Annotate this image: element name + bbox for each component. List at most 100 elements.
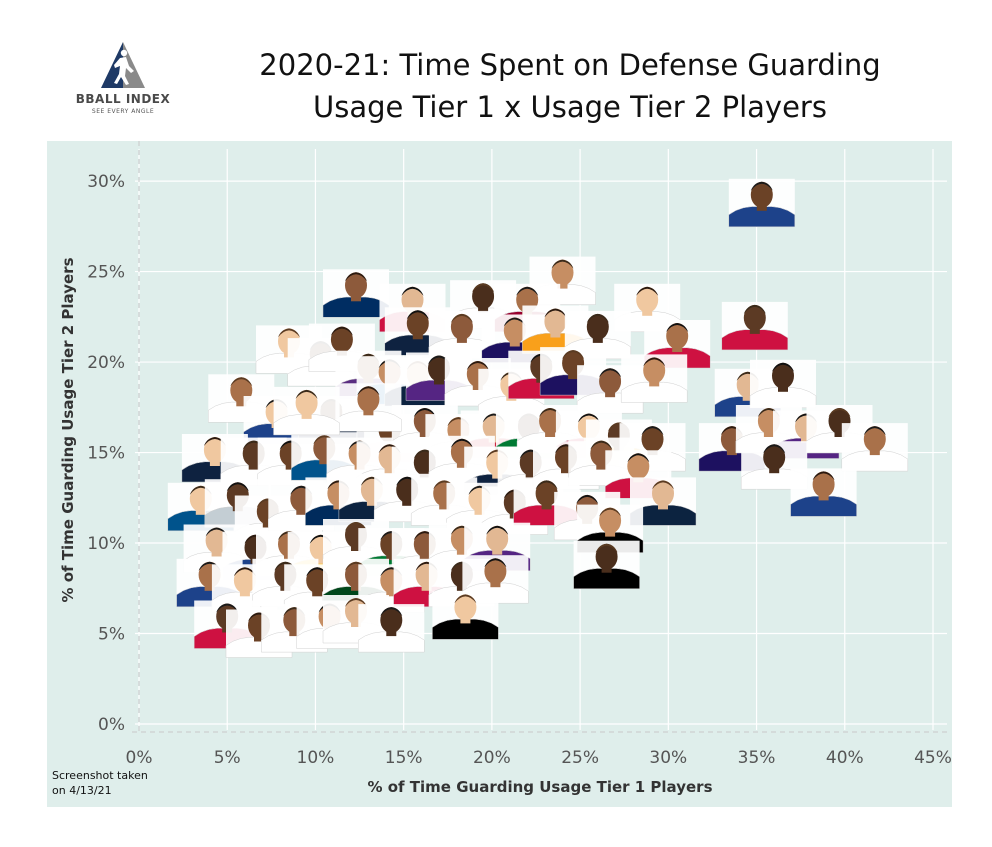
player-point [432, 591, 499, 640]
player-head [503, 317, 526, 344]
y-tick-label: 15% [87, 444, 125, 464]
player-hair [216, 603, 239, 613]
player-head [544, 308, 567, 335]
player-hair [535, 480, 558, 490]
x-tick-label: 40% [826, 748, 864, 768]
player-hair [763, 444, 786, 454]
player-hair [406, 310, 429, 320]
player-hair [772, 362, 794, 372]
player-hair [828, 408, 851, 417]
player-hair [484, 558, 507, 568]
x-tick-label: 15% [385, 748, 423, 768]
player-head [203, 437, 226, 463]
player-hair [577, 413, 600, 423]
player-hair [450, 313, 473, 323]
y-tick-label: 10% [87, 534, 125, 554]
player-hair [863, 426, 886, 436]
player-head [357, 386, 380, 413]
player-hair [230, 377, 253, 387]
scatter-plot: 0% 5% 10% 15% 20% 25% 30% 35% 40% 45% 0% 5% 10% 15% 20… [47, 141, 952, 807]
player-head [551, 259, 574, 286]
player-hair [450, 438, 473, 448]
player-head [772, 362, 794, 389]
player-hair [743, 304, 766, 314]
player-hair [401, 286, 424, 296]
player-hair [306, 567, 329, 577]
player-hair [428, 355, 450, 365]
player-point [749, 359, 817, 409]
x-tick-label: 45% [914, 748, 952, 768]
player-hair [278, 328, 300, 338]
player-hair [595, 543, 618, 553]
player-hair [586, 313, 609, 323]
player-point [841, 423, 909, 472]
player-head [586, 313, 609, 340]
player-point [629, 477, 697, 526]
player-head [763, 444, 786, 471]
player-head [401, 286, 424, 313]
player-head [454, 594, 477, 621]
y-tick-label: 0% [98, 715, 125, 735]
player-hair [274, 561, 297, 571]
player-head [205, 527, 228, 554]
y-tick-label: 20% [87, 353, 125, 373]
player-hair [378, 444, 401, 454]
player-head [539, 408, 562, 434]
player-head [743, 304, 766, 331]
player-head [599, 507, 622, 534]
player-hair [599, 368, 622, 378]
screenshot-note-line-2: on 4/13/21 [52, 784, 112, 797]
x-tick-label: 20% [473, 748, 511, 768]
player-hair [380, 607, 403, 617]
player-hair [357, 353, 380, 363]
player-hair [539, 408, 562, 417]
player-head [750, 181, 773, 208]
player-hair [544, 308, 567, 318]
x-tick-label: 0% [126, 748, 153, 768]
player-hair [345, 272, 367, 282]
player-head [295, 389, 318, 416]
player-hair [198, 561, 221, 571]
player-hair [562, 350, 585, 360]
player-head [345, 272, 367, 299]
y-tick-label: 5% [98, 625, 125, 645]
player-hair [345, 598, 367, 607]
player-head [450, 313, 473, 340]
brand-logo: BBALL INDEX SEE EVERY ANGLE [68, 40, 178, 120]
player-head [406, 310, 429, 337]
player-point [728, 178, 796, 228]
x-tick-label: 25% [561, 748, 599, 768]
player-hair [503, 317, 526, 327]
player-point [335, 383, 402, 432]
player-hair [345, 522, 367, 531]
player-head [599, 368, 622, 395]
player-hair [576, 494, 599, 504]
player-hair [750, 181, 773, 191]
player-point [721, 301, 789, 351]
y-axis-title: % of Time Guarding Usage Tier 2 Players [59, 257, 77, 603]
player-hair [486, 525, 509, 535]
screenshot-note: Screenshot taken on 4/13/21 [52, 768, 148, 798]
y-tick-label: 30% [87, 172, 125, 192]
player-head [627, 453, 650, 480]
player-hair [551, 259, 574, 269]
player-head [306, 567, 329, 594]
x-tick-label: 35% [738, 748, 776, 768]
player-hair [636, 286, 659, 296]
basketball-player-icon [101, 42, 145, 88]
player-head [643, 357, 666, 384]
player-head [652, 480, 674, 507]
player-head [380, 607, 403, 634]
player-hair [226, 482, 249, 492]
player-point [358, 604, 425, 653]
screenshot-note-line-1: Screenshot taken [52, 769, 148, 782]
player-head [428, 355, 450, 382]
player-head [641, 426, 664, 453]
chart-subtitle: Usage Tier 1 x Usage Tier 2 Players [313, 90, 827, 124]
player-head [330, 326, 353, 353]
player-hair [516, 286, 539, 296]
player-point [462, 555, 529, 604]
player-head [486, 525, 509, 552]
player-hair [433, 480, 456, 490]
player-head [472, 283, 495, 310]
